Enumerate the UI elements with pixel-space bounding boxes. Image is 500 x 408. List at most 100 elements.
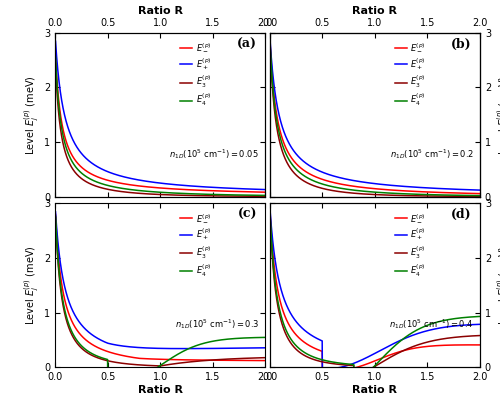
- Text: $n_{1D}(10^5$ cm$^{-1})=0.05$: $n_{1D}(10^5$ cm$^{-1})=0.05$: [170, 146, 259, 161]
- Line: $E_4^{(p)}$: $E_4^{(p)}$: [56, 216, 266, 385]
- $E_4^{(p)}$: [473, 314, 479, 319]
- $E_-^{(p)}$: [473, 342, 479, 347]
- Line: $E_+^{(p)}$: $E_+^{(p)}$: [56, 41, 266, 190]
- $E_3^{(p)}$: [348, 191, 354, 195]
- $E_4^{(p)}$: [89, 177, 95, 182]
- $E_-^{(p)}$: [133, 355, 139, 360]
- $E_4^{(p)}$: [267, 42, 273, 47]
- $E_3^{(p)}$: [450, 335, 456, 340]
- Line: $E_4^{(p)}$: $E_4^{(p)}$: [270, 216, 480, 386]
- $E_+^{(p)}$: [52, 39, 59, 44]
- $E_4^{(p)}$: [133, 188, 139, 193]
- $E_3^{(p)}$: [157, 364, 163, 368]
- $E_4^{(p)}$: [291, 164, 297, 169]
- $E_3^{(p)}$: [357, 373, 363, 377]
- $E_-^{(p)}$: [357, 364, 363, 369]
- $E_3^{(p)}$: [258, 355, 264, 360]
- $E_4^{(p)}$: [351, 384, 357, 388]
- Line: $E_+^{(p)}$: $E_+^{(p)}$: [270, 211, 480, 369]
- Text: (a): (a): [237, 38, 257, 51]
- Line: $E_-^{(p)}$: $E_-^{(p)}$: [56, 215, 266, 361]
- $E_-^{(p)}$: [304, 341, 310, 346]
- $E_-^{(p)}$: [258, 358, 264, 363]
- $E_3^{(p)}$: [133, 362, 139, 367]
- Line: $E_4^{(p)}$: $E_4^{(p)}$: [270, 45, 480, 195]
- $E_-^{(p)}$: [52, 212, 59, 217]
- $E_3^{(p)}$: [258, 194, 264, 199]
- X-axis label: Ratio R: Ratio R: [138, 385, 182, 395]
- $E_-^{(p)}$: [262, 358, 268, 363]
- $E_3^{(p)}$: [351, 375, 357, 380]
- $E_3^{(p)}$: [291, 171, 297, 175]
- $E_+^{(p)}$: [450, 324, 456, 328]
- $E_+^{(p)}$: [258, 346, 264, 350]
- $E_-^{(p)}$: [332, 368, 338, 373]
- $E_3^{(p)}$: [291, 345, 297, 350]
- $E_4^{(p)}$: [52, 214, 59, 219]
- $E_3^{(p)}$: [76, 175, 82, 180]
- $E_+^{(p)}$: [304, 161, 310, 166]
- $E_4^{(p)}$: [477, 193, 483, 198]
- $E_+^{(p)}$: [76, 320, 82, 325]
- $E_4^{(p)}$: [236, 193, 242, 197]
- $E_+^{(p)}$: [89, 332, 95, 337]
- Line: $E_-^{(p)}$: $E_-^{(p)}$: [56, 55, 266, 192]
- $E_+^{(p)}$: [52, 209, 59, 214]
- $E_+^{(p)}$: [133, 177, 139, 182]
- $E_-^{(p)}$: [304, 170, 310, 175]
- Line: $E_4^{(p)}$: $E_4^{(p)}$: [56, 57, 266, 195]
- $E_4^{(p)}$: [142, 373, 148, 377]
- $E_+^{(p)}$: [76, 149, 82, 153]
- $E_-^{(p)}$: [236, 189, 242, 194]
- $E_+^{(p)}$: [473, 322, 479, 327]
- $E_-^{(p)}$: [89, 342, 95, 347]
- $E_3^{(p)}$: [133, 191, 139, 195]
- Y-axis label: Level $E_j^{(p)}$ (meV): Level $E_j^{(p)}$ (meV): [496, 245, 500, 325]
- $E_+^{(p)}$: [473, 188, 479, 193]
- $E_-^{(p)}$: [89, 172, 95, 177]
- $E_4^{(p)}$: [291, 341, 297, 346]
- $E_-^{(p)}$: [52, 53, 59, 58]
- Line: $E_-^{(p)}$: $E_-^{(p)}$: [270, 44, 480, 194]
- $E_+^{(p)}$: [450, 187, 456, 192]
- Legend: $E_-^{(p)}$, $E_+^{(p)}$, $E_3^{(p)}$, $E_4^{(p)}$: $E_-^{(p)}$, $E_+^{(p)}$, $E_3^{(p)}$, $…: [176, 38, 215, 112]
- $E_3^{(p)}$: [52, 61, 59, 66]
- Text: $n_{1D}(10^5$ cm$^{-1})=0.4$: $n_{1D}(10^5$ cm$^{-1})=0.4$: [389, 317, 473, 331]
- X-axis label: Ratio R: Ratio R: [138, 6, 182, 16]
- $E_+^{(p)}$: [142, 346, 148, 350]
- $E_-^{(p)}$: [142, 184, 148, 189]
- Legend: $E_-^{(p)}$, $E_+^{(p)}$, $E_3^{(p)}$, $E_4^{(p)}$: $E_-^{(p)}$, $E_+^{(p)}$, $E_3^{(p)}$, $…: [391, 38, 430, 112]
- $E_3^{(p)}$: [236, 194, 242, 199]
- $E_3^{(p)}$: [473, 194, 479, 199]
- $E_3^{(p)}$: [304, 180, 310, 185]
- Y-axis label: Level $E_j^{(p)}$ (meV): Level $E_j^{(p)}$ (meV): [22, 75, 41, 155]
- Line: $E_+^{(p)}$: $E_+^{(p)}$: [56, 212, 266, 348]
- $E_4^{(p)}$: [356, 188, 362, 193]
- $E_+^{(p)}$: [291, 149, 297, 154]
- $E_+^{(p)}$: [180, 346, 186, 351]
- $E_-^{(p)}$: [356, 184, 362, 189]
- Line: $E_-^{(p)}$: $E_-^{(p)}$: [270, 214, 480, 370]
- $E_3^{(p)}$: [356, 191, 362, 196]
- $E_4^{(p)}$: [267, 213, 273, 218]
- $E_+^{(p)}$: [348, 362, 354, 367]
- $E_-^{(p)}$: [267, 41, 273, 46]
- $E_-^{(p)}$: [76, 331, 82, 336]
- $E_3^{(p)}$: [76, 344, 82, 348]
- $E_4^{(p)}$: [262, 193, 268, 198]
- $E_3^{(p)}$: [473, 333, 479, 338]
- $E_-^{(p)}$: [258, 190, 264, 195]
- $E_3^{(p)}$: [236, 356, 242, 361]
- X-axis label: Ratio R: Ratio R: [352, 6, 398, 16]
- $E_4^{(p)}$: [304, 351, 310, 356]
- $E_-^{(p)}$: [477, 191, 483, 196]
- $E_3^{(p)}$: [450, 194, 456, 199]
- $E_3^{(p)}$: [89, 353, 95, 358]
- Legend: $E_-^{(p)}$, $E_+^{(p)}$, $E_3^{(p)}$, $E_4^{(p)}$: $E_-^{(p)}$, $E_+^{(p)}$, $E_3^{(p)}$, $…: [176, 209, 215, 282]
- $E_4^{(p)}$: [304, 175, 310, 180]
- $E_3^{(p)}$: [52, 215, 59, 220]
- $E_3^{(p)}$: [262, 194, 268, 199]
- $E_4^{(p)}$: [89, 351, 95, 356]
- $E_+^{(p)}$: [348, 177, 354, 182]
- Line: $E_+^{(p)}$: $E_+^{(p)}$: [270, 41, 480, 190]
